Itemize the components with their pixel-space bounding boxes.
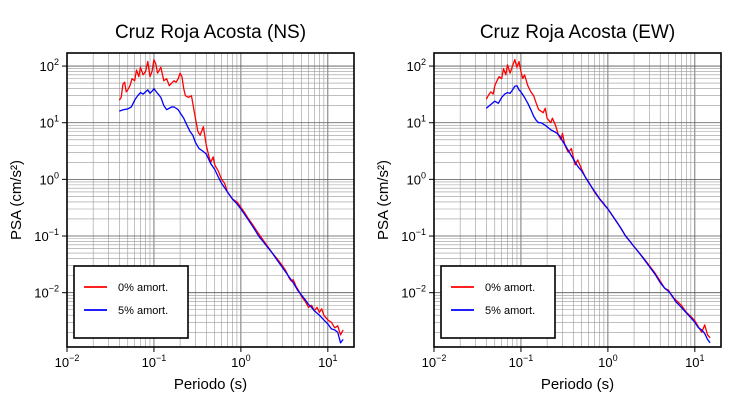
y-tick-label-base: 10 bbox=[34, 286, 48, 301]
y-tick-label-exponent: 2 bbox=[421, 57, 426, 67]
x-tick-label-base: 10 bbox=[685, 355, 699, 370]
x-tick-label: 100 bbox=[231, 353, 250, 370]
y-tick-label: 10−1 bbox=[34, 227, 59, 244]
y-tick-label: 100 bbox=[40, 170, 59, 187]
y-tick-label-exponent: 1 bbox=[421, 114, 426, 124]
legend-label: 0% amort. bbox=[118, 282, 168, 294]
x-tick-label-base: 10 bbox=[318, 355, 332, 370]
x-tick-label-base: 10 bbox=[55, 355, 69, 370]
plot-frame bbox=[433, 52, 722, 348]
y-tick-label: 100 bbox=[407, 170, 426, 187]
y-tick-label-exponent: −1 bbox=[49, 227, 59, 237]
y-tick-label-base: 10 bbox=[407, 59, 421, 74]
y-tick-label-exponent: 0 bbox=[54, 170, 59, 180]
y-tick-label: 10−2 bbox=[34, 284, 59, 301]
x-tick-label-exponent: 1 bbox=[700, 353, 705, 363]
series-line-5pct bbox=[119, 87, 344, 344]
series-line-0pct bbox=[118, 58, 344, 336]
x-tick-label: 10−2 bbox=[55, 353, 80, 370]
y-tick-label-base: 10 bbox=[40, 172, 54, 187]
x-tick-label-base: 10 bbox=[142, 355, 156, 370]
series-line-5pct bbox=[485, 85, 711, 344]
y-tick-label-exponent: 2 bbox=[54, 57, 59, 67]
chart-title: Cruz Roja Acosta (EW) bbox=[480, 22, 675, 43]
y-tick-label-base: 10 bbox=[34, 229, 48, 244]
y-tick-label-base: 10 bbox=[407, 116, 421, 131]
y-tick-label: 101 bbox=[40, 114, 59, 131]
y-tick-label-base: 10 bbox=[401, 286, 415, 301]
x-tick-label-exponent: −2 bbox=[436, 353, 446, 363]
x-tick-label-base: 10 bbox=[422, 355, 436, 370]
y-tick-label-exponent: −1 bbox=[416, 227, 426, 237]
x-tick-label: 10−1 bbox=[142, 353, 167, 370]
y-tick-label-exponent: −2 bbox=[49, 284, 59, 294]
y-tick-label: 10−1 bbox=[401, 227, 426, 244]
legend-label: 5% amort. bbox=[485, 305, 535, 317]
legend-box bbox=[73, 265, 189, 339]
x-tick-label-base: 10 bbox=[231, 355, 245, 370]
y-tick-label: 102 bbox=[407, 57, 426, 74]
x-tick-label: 101 bbox=[685, 353, 704, 370]
y-tick-label: 10−2 bbox=[401, 284, 426, 301]
plot-frame bbox=[66, 52, 355, 348]
y-tick-label: 101 bbox=[407, 114, 426, 131]
legend: 0% amort. 5% amort. bbox=[440, 265, 556, 339]
x-tick-label-exponent: 1 bbox=[333, 353, 338, 363]
chart-title: Cruz Roja Acosta (NS) bbox=[115, 22, 306, 43]
legend-label: 0% amort. bbox=[485, 282, 535, 294]
y-axis-label: PSA (cm/s²) bbox=[8, 160, 25, 240]
y-tick-label-base: 10 bbox=[401, 229, 415, 244]
y-tick-label-base: 10 bbox=[40, 116, 54, 131]
y-tick-label: 102 bbox=[40, 57, 59, 74]
grid-ns bbox=[66, 53, 355, 347]
x-tick-label-base: 10 bbox=[509, 355, 523, 370]
y-tick-label-exponent: −2 bbox=[416, 284, 426, 294]
x-tick-label-exponent: −1 bbox=[156, 353, 166, 363]
x-tick-label-exponent: −1 bbox=[523, 353, 533, 363]
legend-label: 5% amort. bbox=[118, 305, 168, 317]
x-tick-label-exponent: 0 bbox=[246, 353, 251, 363]
legend: 0% amort. 5% amort. bbox=[73, 265, 189, 339]
legend-box bbox=[440, 265, 556, 339]
y-axis-label: PSA (cm/s²) bbox=[375, 160, 392, 240]
x-axis-label: Periodo (s) bbox=[174, 376, 247, 393]
x-tick-label: 100 bbox=[598, 353, 617, 370]
x-tick-label-exponent: 0 bbox=[613, 353, 618, 363]
y-tick-label-base: 10 bbox=[407, 172, 421, 187]
x-tick-label: 10−2 bbox=[422, 353, 447, 370]
x-tick-label-base: 10 bbox=[598, 355, 612, 370]
x-tick-label-exponent: −2 bbox=[69, 353, 79, 363]
x-tick-label: 101 bbox=[318, 353, 337, 370]
y-tick-label-exponent: 1 bbox=[54, 114, 59, 124]
y-tick-label-exponent: 0 bbox=[421, 170, 426, 180]
x-tick-label: 10−1 bbox=[509, 353, 534, 370]
x-axis-label: Periodo (s) bbox=[541, 376, 614, 393]
y-tick-label-base: 10 bbox=[40, 59, 54, 74]
